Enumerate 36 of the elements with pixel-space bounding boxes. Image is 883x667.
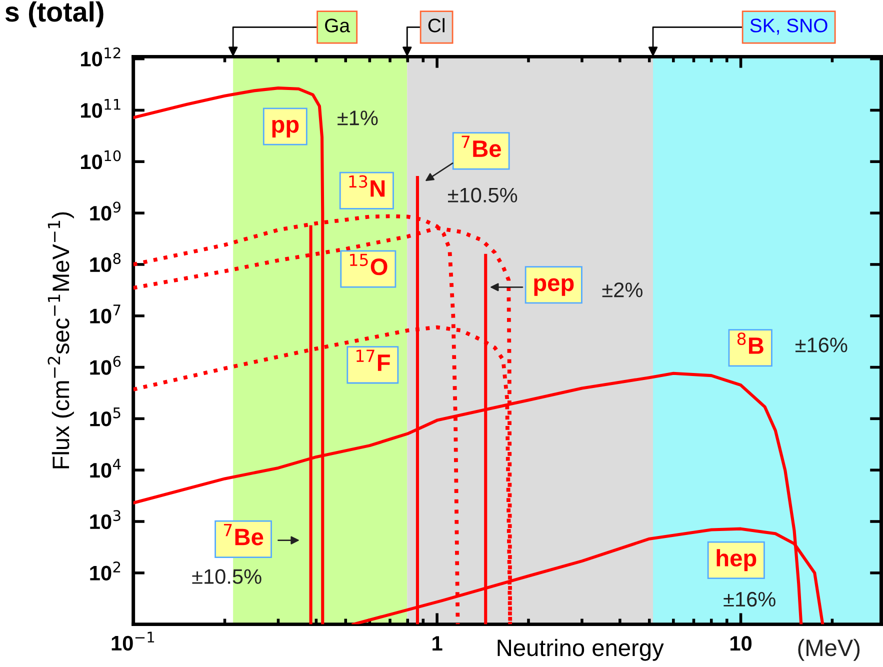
annotation: ±10.5% — [448, 188, 518, 202]
y-tick-label: 10$^{6}$ — [90, 356, 121, 375]
band-label: Cl — [428, 18, 444, 32]
annotation: ±1% — [338, 110, 378, 126]
y-tick-label: 10$^{10}$ — [81, 150, 121, 170]
annotation: ±16% — [795, 338, 848, 352]
y-tick-label: 10$^{11}$ — [81, 99, 120, 118]
y-tick-label: 10$^{2}$ — [90, 561, 120, 580]
band-label: SK, SNO — [750, 18, 828, 35]
x-tick-label: 10 — [730, 636, 752, 651]
y-tick-label: 10$^{4}$ — [90, 458, 121, 478]
y-axis-title: Flux (cm$^{−2}$sec$^{−1}$MeV$^{−1}$) — [48, 212, 74, 468]
x-tick-label: 1 — [432, 636, 442, 651]
y-tick-label: 10$^{3}$ — [90, 510, 120, 530]
series-label: $^{13}$N — [349, 175, 385, 197]
text: $^{7}$Be — [462, 136, 501, 158]
y-tick-label: 10$^{8}$ — [90, 253, 121, 272]
text: (MeV) — [798, 638, 860, 661]
x-tick-label: 10$^{−1}$ — [112, 632, 154, 651]
annotation: ±2% — [602, 282, 642, 298]
series-label: hep — [716, 549, 756, 572]
band-label: Ga — [325, 18, 350, 32]
y-tick-label: 10$^{12}$ — [81, 47, 120, 66]
series-label: $^{15}$O — [350, 254, 388, 276]
x-axis-title: Neutrino energy — [498, 638, 664, 661]
series-label: $^{8}$B — [737, 332, 764, 354]
annotation: ±16% — [724, 592, 776, 607]
series-label: $^{17}$F — [356, 350, 390, 371]
text: pep — [534, 278, 574, 296]
y-tick-label: 10$^{5}$ — [90, 407, 120, 426]
annotation: ±10.5% — [192, 569, 262, 584]
series-label: pp — [272, 120, 299, 138]
chart-title: s (total) — [5, 1, 104, 28]
annotation: $^{7}$Be — [224, 524, 264, 546]
y-tick-label: 10$^{7}$ — [90, 304, 120, 324]
y-tick-label: 10$^{9}$ — [90, 202, 121, 221]
